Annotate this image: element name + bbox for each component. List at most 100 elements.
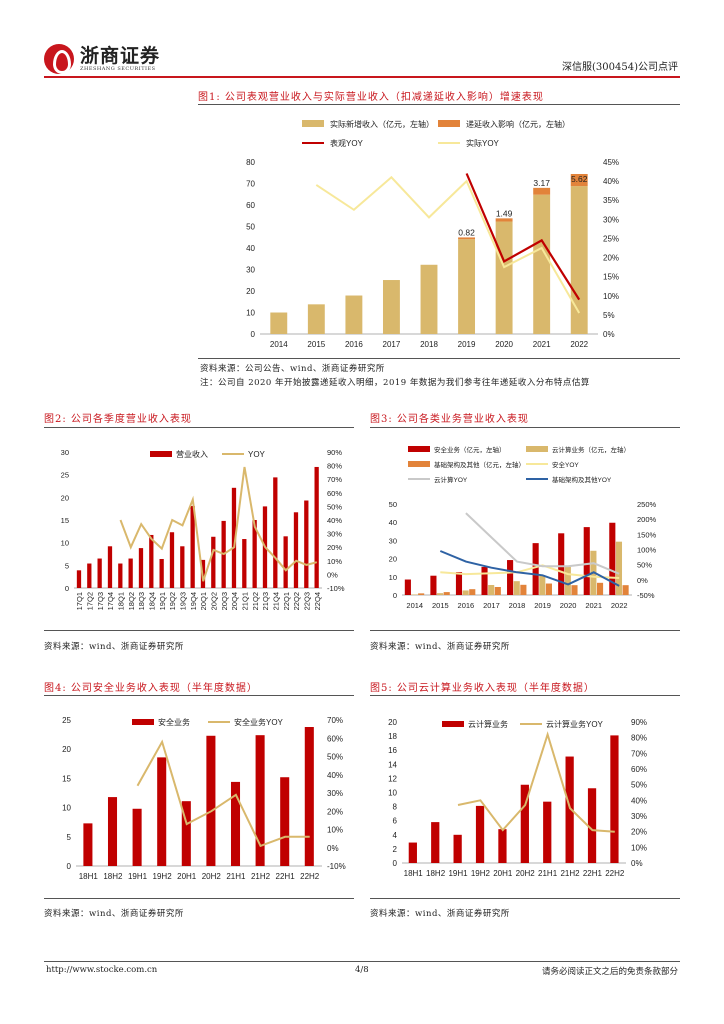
x-tick-label: 22Q3 bbox=[303, 592, 312, 610]
y2-tick-label: 50% bbox=[327, 502, 342, 511]
x-tick-label: 20Q1 bbox=[199, 592, 208, 610]
y-tick-label: 5 bbox=[67, 833, 72, 842]
y2-tick-label: 30% bbox=[327, 789, 343, 798]
fig3-source: 资料来源：wind、浙商证券研究所 bbox=[370, 642, 510, 652]
bar-2022-s0 bbox=[570, 186, 588, 334]
y-tick-label: 18 bbox=[388, 732, 397, 741]
line-安全YOY bbox=[440, 564, 620, 579]
bar-2016-s1 bbox=[462, 590, 469, 595]
y2-tick-label: 60% bbox=[327, 734, 343, 743]
logo-icon bbox=[44, 44, 74, 74]
bar-2022-s1 bbox=[570, 173, 588, 187]
bar-19Q4-s0 bbox=[190, 505, 195, 588]
x-tick-label: 2017 bbox=[483, 601, 500, 610]
y2-tick-label: 80% bbox=[631, 734, 647, 743]
y-tick-label: 5 bbox=[65, 561, 69, 570]
bar-22H2-s0 bbox=[304, 727, 314, 866]
legend-label-3: 安全YOY bbox=[552, 460, 579, 469]
y-tick-label: 40 bbox=[246, 244, 255, 253]
y2-tick-label: 15% bbox=[603, 273, 619, 282]
y-tick-label: 14 bbox=[388, 760, 397, 769]
x-tick-label: 19Q3 bbox=[179, 592, 188, 610]
fig2-rule-bottom bbox=[44, 630, 354, 631]
chart-fig2: 0 5 10 15 20 25 30 -10% 0% 10% 20% 30% 40% 50% 60% 70% 8… bbox=[61, 448, 345, 610]
bar-19Q3-s0 bbox=[180, 546, 185, 588]
y-tick-label: 20 bbox=[62, 745, 71, 754]
x-tick-label: 18Q3 bbox=[137, 592, 146, 610]
y2-tick-label: 150% bbox=[637, 530, 657, 539]
x-tick-label: 2014 bbox=[406, 601, 423, 610]
line-安全业务YOY bbox=[136, 739, 310, 848]
footer-url[interactable]: http://www.stocke.com.cn bbox=[46, 965, 158, 975]
legend-security-yoy: 安全业务YOY bbox=[234, 717, 284, 727]
fig4-rule bbox=[44, 695, 354, 696]
x-tick-label: 22Q2 bbox=[292, 592, 301, 610]
x-tick-label: 21Q3 bbox=[261, 592, 270, 610]
y-tick-label: 70 bbox=[246, 180, 255, 189]
bar-2020-s2 bbox=[571, 585, 578, 595]
x-tick-label: 2017 bbox=[383, 340, 401, 349]
x-tick-label: 18H2 bbox=[103, 872, 123, 881]
bar-22Q4-s0 bbox=[314, 466, 319, 588]
y2-tick-label: 10% bbox=[603, 292, 619, 301]
page-number: 4/8 bbox=[355, 965, 369, 975]
y2-tick-label: 200% bbox=[637, 515, 657, 524]
fig3-title: 图3: 公司各类业务营业收入表现 bbox=[370, 414, 529, 425]
bar-2019-s2 bbox=[545, 583, 552, 595]
fig2-rule bbox=[44, 427, 354, 428]
y2-tick-label: 20% bbox=[327, 807, 343, 816]
bar-22H1-s0 bbox=[280, 777, 290, 866]
x-tick-label: 20Q2 bbox=[210, 592, 219, 610]
bar-19H1-s0 bbox=[132, 808, 142, 866]
legend-actual: 实际新增收入（亿元，左轴） bbox=[330, 119, 434, 129]
x-tick-label: 21H2 bbox=[560, 869, 580, 878]
y-tick-label: 10 bbox=[246, 309, 255, 318]
bar-21Q2-s0 bbox=[252, 520, 257, 588]
y2-tick-label: -10% bbox=[327, 862, 346, 871]
bar-2017-s1 bbox=[488, 584, 495, 595]
bar-2014-s0 bbox=[270, 312, 288, 334]
chart-fig4: 0 5 10 15 20 25 -10% 0% 10% 20% 30% 40% 50% 60% 70% 18H… bbox=[62, 716, 346, 881]
x-tick-label: 2016 bbox=[345, 340, 363, 349]
x-tick-label: 18Q2 bbox=[127, 592, 136, 610]
legend-realyoy: 实际YOY bbox=[466, 138, 500, 148]
x-tick-label: 22Q1 bbox=[282, 592, 291, 610]
fig5-source: 资料来源：wind、浙商证券研究所 bbox=[370, 909, 510, 919]
fig4-rule-bottom bbox=[44, 898, 354, 899]
bar-2015-s0 bbox=[430, 575, 437, 595]
bar-2021-s0 bbox=[533, 194, 551, 334]
x-tick-label: 18Q1 bbox=[117, 592, 126, 610]
y2-tick-label: 250% bbox=[637, 500, 657, 509]
x-tick-label: 2022 bbox=[611, 601, 628, 610]
y-tick-label: 8 bbox=[393, 803, 398, 812]
y2-tick-label: 30% bbox=[327, 530, 342, 539]
legend-swatch-2 bbox=[408, 461, 430, 467]
x-tick-label: 17Q2 bbox=[86, 592, 95, 610]
logo-en: ZHESHANG SECURITIES bbox=[80, 66, 156, 72]
chart-fig1: 0 10 20 30 40 50 60 70 80 0% 5% 10% 15% 20% 25% 30% 35% 4… bbox=[246, 119, 619, 349]
fig4-source: 资料来源：wind、浙商证券研究所 bbox=[44, 909, 184, 919]
bar-18Q1-s0 bbox=[118, 563, 123, 588]
bar-2018-s0 bbox=[507, 560, 514, 595]
x-tick-label: 21H1 bbox=[226, 872, 246, 881]
x-tick-label: 2015 bbox=[307, 340, 325, 349]
x-tick-label: 2019 bbox=[458, 340, 476, 349]
y2-tick-label: 40% bbox=[603, 177, 619, 186]
x-tick-label: 17Q1 bbox=[75, 592, 84, 610]
y-tick-label: 30 bbox=[61, 448, 69, 457]
bar-18Q3-s0 bbox=[138, 548, 144, 588]
x-tick-label: 20Q3 bbox=[220, 592, 229, 610]
y-tick-label: 60 bbox=[246, 201, 255, 210]
x-tick-label: 19H2 bbox=[471, 869, 491, 878]
y-tick-label: 25 bbox=[61, 471, 69, 480]
bar-19Q2-s0 bbox=[169, 532, 175, 588]
x-tick-label: 22Q4 bbox=[313, 592, 322, 610]
x-tick-label: 21Q2 bbox=[251, 592, 260, 610]
x-tick-label: 2014 bbox=[270, 340, 288, 349]
y2-tick-label: 100% bbox=[637, 546, 657, 555]
legend-label-4: 云计算YOY bbox=[434, 475, 468, 484]
x-tick-label: 20H1 bbox=[177, 872, 197, 881]
x-tick-label: 21H2 bbox=[251, 872, 271, 881]
y-tick-label: 0 bbox=[67, 862, 72, 871]
x-tick-label: 22H1 bbox=[276, 872, 296, 881]
